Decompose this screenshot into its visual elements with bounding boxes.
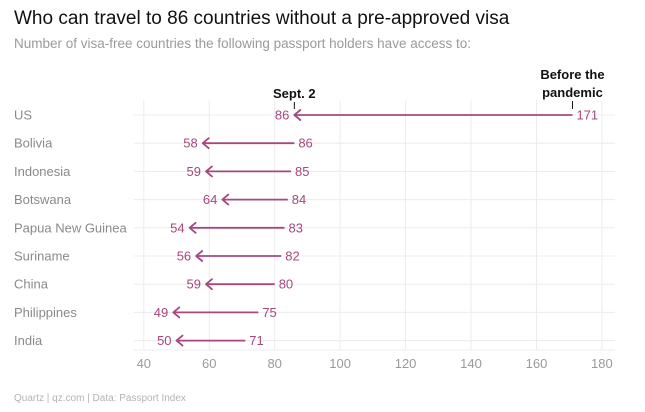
arrow-head	[175, 334, 184, 347]
value-label-now: 86	[275, 108, 289, 123]
x-tick-label: 80	[267, 356, 281, 371]
value-label-before: 85	[295, 164, 309, 179]
chart-rows: US 86 171 Bolivia 58 86 Indonesia 59 85 Botswana 6…	[14, 108, 598, 349]
arrow-head	[205, 278, 213, 291]
annotation-before-line2: pandemic	[542, 85, 603, 100]
chart-row: India 50 71	[14, 333, 264, 348]
value-label-before: 71	[249, 333, 263, 348]
chart-row: Bolivia 58 86	[14, 136, 313, 151]
arrow-head	[195, 250, 204, 262]
arrow-head	[188, 221, 197, 234]
value-label-now: 56	[177, 249, 191, 264]
category-label: Botswana	[14, 192, 72, 207]
chart-row: China 59 80	[14, 277, 293, 292]
arrow-head	[172, 306, 181, 319]
value-label-now: 64	[203, 192, 217, 207]
annotations: Sept. 2 Before the pandemic	[273, 67, 605, 109]
value-label-before: 80	[279, 277, 293, 292]
value-label-now: 50	[157, 333, 171, 348]
value-label-before: 84	[292, 192, 306, 207]
chart-subtitle: Number of visa-free countries the follow…	[14, 36, 471, 51]
value-label-before: 86	[298, 136, 312, 151]
chart-row: Botswana 64 84	[14, 192, 306, 207]
value-label-now: 59	[187, 277, 201, 292]
chart-row: Philippines 49 75	[14, 305, 277, 320]
chart-row: US 86 171	[14, 108, 598, 123]
chart-row: Suriname 56 82	[14, 249, 300, 264]
category-label: Bolivia	[14, 136, 53, 151]
category-label: China	[14, 277, 49, 292]
value-label-before: 83	[289, 220, 303, 235]
x-tick-label: 140	[460, 356, 482, 371]
x-tick-label: 60	[202, 356, 216, 371]
category-label: Suriname	[14, 249, 70, 264]
category-label: US	[14, 108, 32, 123]
category-label: Philippines	[14, 305, 77, 320]
value-label-before: 82	[285, 249, 299, 264]
value-label-now: 54	[170, 220, 184, 235]
arrow-head	[201, 137, 210, 150]
value-label-before: 171	[576, 108, 598, 123]
x-tick-label: 120	[395, 356, 417, 371]
annotation-before-line1: Before the	[540, 67, 604, 82]
category-label: Indonesia	[14, 164, 71, 179]
chart-row: Indonesia 59 85	[14, 164, 310, 179]
arrow-head	[205, 165, 213, 178]
value-label-now: 49	[154, 305, 168, 320]
value-label-before: 75	[262, 305, 276, 320]
value-label-now: 59	[187, 164, 201, 179]
x-tick-label: 40	[137, 356, 151, 371]
x-tick-label: 180	[591, 356, 613, 371]
chart-title: Who can travel to 86 countries without a…	[14, 8, 510, 29]
x-tick-label: 160	[526, 356, 548, 371]
x-tick-label: 100	[329, 356, 351, 371]
category-label: Papua New Guinea	[14, 220, 128, 235]
arrow-head	[293, 109, 302, 121]
category-label: India	[14, 333, 43, 348]
arrow-head	[221, 193, 230, 206]
value-label-now: 58	[183, 136, 197, 151]
source-footer: Quartz | qz.com | Data: Passport Index	[14, 393, 186, 404]
annotation-sept: Sept. 2	[273, 86, 316, 101]
x-axis-ticks: 40 60 80 100 120 140 160 180	[137, 356, 613, 371]
chart-row: Papua New Guinea 54 83	[14, 220, 303, 235]
